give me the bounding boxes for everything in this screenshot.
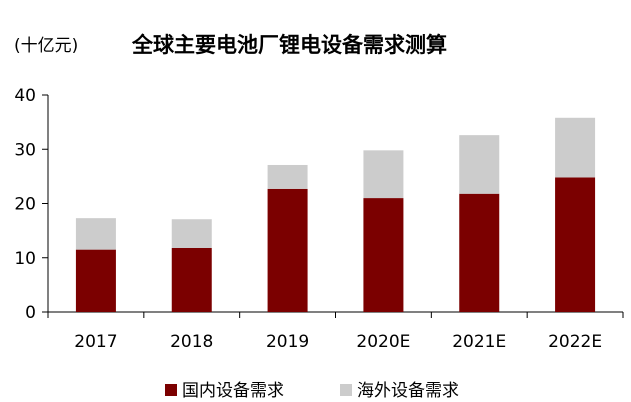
bar-overseas <box>267 164 308 189</box>
bar-domestic <box>267 188 308 312</box>
legend-label: 海外设备需求 <box>357 381 459 401</box>
legend-swatch <box>340 384 352 396</box>
x-tick-label: 2020E <box>356 332 410 352</box>
legend-swatch <box>165 384 177 396</box>
bars <box>75 117 596 312</box>
y-tick-label: 0 <box>25 303 36 323</box>
bar-overseas <box>171 219 212 248</box>
bar-domestic <box>171 247 212 312</box>
y-tick-label: 10 <box>14 249 36 269</box>
bar-overseas <box>459 135 500 194</box>
bar-domestic <box>555 177 596 312</box>
x-ticks: 2017 2018 2019 2020E 2021E 2022E <box>47 312 624 352</box>
y-tick-label: 40 <box>14 86 36 106</box>
x-tick-label: 2018 <box>170 332 213 352</box>
legend: 国内设备需求 海外设备需求 <box>165 381 459 401</box>
legend-label: 国内设备需求 <box>182 381 284 401</box>
bar-domestic <box>363 198 404 312</box>
y-tick-label: 20 <box>14 195 36 215</box>
chart-title: 全球主要电池厂锂电设备需求测算 <box>131 33 447 57</box>
bar-domestic <box>459 193 500 312</box>
bar-overseas <box>555 117 596 178</box>
unit-label: (十亿元) <box>14 36 78 56</box>
x-tick-label: 2017 <box>74 332 117 352</box>
axes <box>47 95 623 313</box>
bar-overseas <box>363 150 404 199</box>
y-tick-label: 30 <box>14 140 36 160</box>
x-tick-label: 2019 <box>266 332 309 352</box>
x-tick-label: 2021E <box>452 332 506 352</box>
bar-overseas <box>75 218 116 250</box>
x-tick-label: 2022E <box>548 332 602 352</box>
bar-domestic <box>75 249 116 312</box>
y-ticks: 0 10 20 30 40 <box>14 86 48 323</box>
